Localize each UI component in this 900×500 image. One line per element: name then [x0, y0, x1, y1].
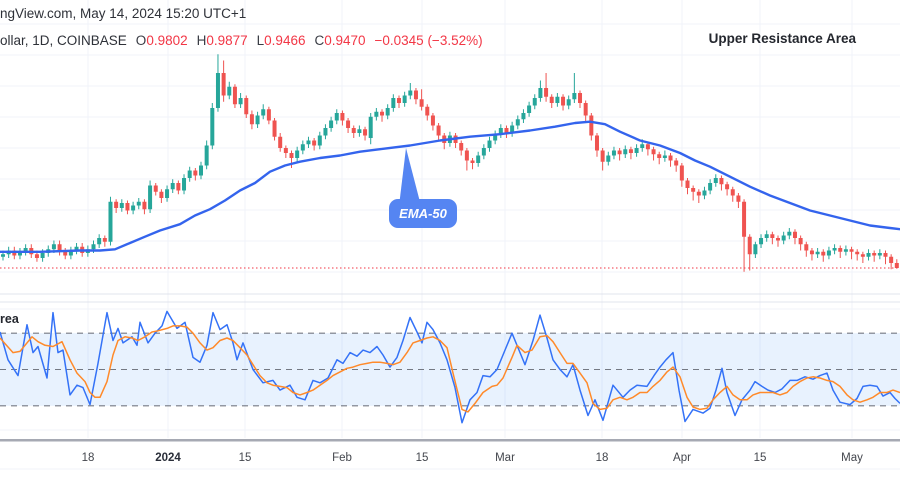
ohlc-value: 0.9802	[146, 33, 188, 48]
change-value: −0.0345 (−3.52%)	[374, 33, 483, 48]
x-axis-label[interactable]: 15	[238, 452, 252, 464]
x-axis-label[interactable]: Mar	[495, 452, 515, 464]
x-axis-label[interactable]: 2024	[155, 452, 181, 464]
x-axis-label[interactable]: Feb	[332, 452, 352, 464]
x-axis-label[interactable]: 18	[81, 452, 95, 464]
ohlc-letter: C	[314, 33, 325, 48]
watermark-source-date: ngView.com, May 14, 2024 15:20 UTC+1	[0, 6, 247, 21]
ema50-callout-label: EMA-50	[399, 206, 447, 221]
grid	[0, 0, 900, 438]
ohlc-value: 0.9877	[206, 33, 248, 48]
oscillator-blue-line	[0, 310, 900, 424]
oscillator-orange-line	[0, 325, 900, 413]
ohlc-letter: O	[135, 33, 147, 48]
time-axis-bar	[0, 439, 900, 442]
x-axis-label[interactable]: Apr	[673, 452, 691, 464]
ohlc-pair: L 0.9466	[257, 33, 306, 48]
ohlc-pair: H 0.9877	[197, 33, 248, 48]
ohlc-pair: C 0.9470	[314, 33, 365, 48]
lower-area-annotation[interactable]: rea	[0, 312, 19, 326]
x-axis-label[interactable]: 15	[753, 452, 767, 464]
symbol-info: ollar, 1D, COINBASE	[0, 33, 127, 48]
ohlc-letter: L	[256, 33, 265, 48]
ohlc-values: O 0.9802 H 0.9877 L 0.9466 C 0.9470	[136, 33, 366, 48]
ohlc-letter: H	[196, 33, 207, 48]
x-axis-label[interactable]: 18	[595, 452, 609, 464]
ema50-line[interactable]	[0, 120, 900, 254]
ema50-callout[interactable]: EMA-50	[389, 199, 457, 228]
ohlc-value: 0.9466	[264, 33, 306, 48]
upper-resistance-annotation[interactable]: Upper Resistance Area	[708, 31, 856, 46]
ohlc-value: 0.9470	[324, 33, 366, 48]
symbol-ohlc-row: ollar, 1D, COINBASE O 0.9802 H 0.9877 L 0.9…	[0, 33, 483, 48]
x-axis-label[interactable]: May	[841, 452, 863, 464]
ohlc-pair: O 0.9802	[136, 33, 188, 48]
ema50-callout-tail	[399, 148, 420, 206]
x-axis-label[interactable]: 15	[415, 452, 429, 464]
